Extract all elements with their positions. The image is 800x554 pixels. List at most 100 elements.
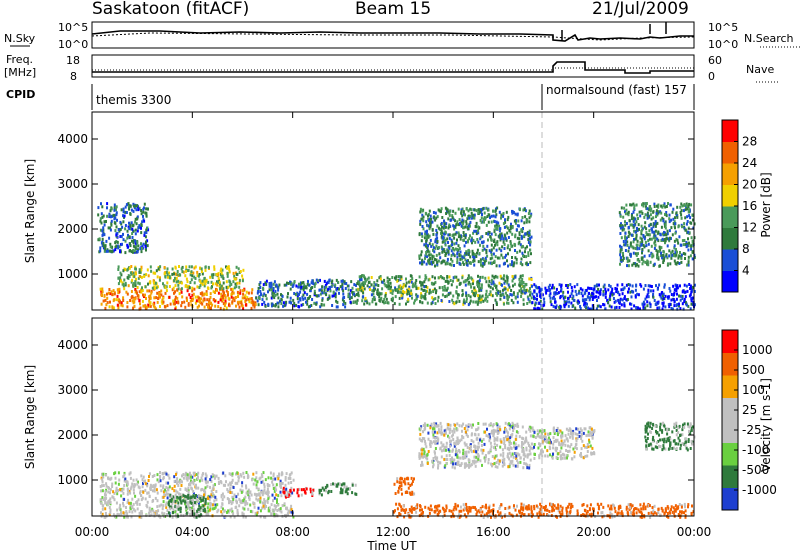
range-cell <box>424 230 427 234</box>
range-cell <box>357 291 360 295</box>
range-cell <box>515 228 518 232</box>
range-cell <box>172 299 175 303</box>
scatter-region <box>282 486 315 499</box>
range-cell <box>465 297 468 301</box>
range-cell <box>341 491 344 495</box>
range-cell <box>428 227 431 231</box>
range-cell <box>222 293 225 297</box>
range-cell <box>653 233 656 237</box>
range-cell <box>133 282 135 286</box>
range-cell <box>285 513 288 517</box>
range-cell <box>187 503 190 507</box>
range-cell <box>469 261 472 265</box>
range-cell <box>230 295 233 299</box>
range-cell <box>488 450 491 454</box>
range-cell <box>232 280 235 284</box>
range-cell <box>368 302 371 306</box>
range-cell <box>683 300 686 304</box>
range-cell <box>466 278 469 282</box>
range-cell <box>500 213 503 217</box>
range-cell <box>652 216 655 220</box>
range-cell <box>604 292 607 296</box>
noise-tick-left-top: 10^5 <box>58 21 88 34</box>
range-cell <box>679 298 682 302</box>
range-cell <box>172 511 174 514</box>
range-cell <box>378 276 381 280</box>
range-cell <box>675 297 678 301</box>
range-cell <box>272 289 275 292</box>
range-cell <box>214 304 217 308</box>
range-cell <box>410 280 413 284</box>
range-cell <box>650 285 653 288</box>
range-cell <box>521 274 524 278</box>
range-cell <box>681 302 684 306</box>
range-cell <box>519 261 522 265</box>
range-cell <box>320 289 323 293</box>
range-cell <box>292 515 295 519</box>
range-cell <box>620 288 623 292</box>
range-cell <box>643 254 646 258</box>
range-cell <box>513 282 516 286</box>
range-cell <box>163 272 166 276</box>
range-cell <box>428 219 431 223</box>
range-cell <box>375 283 378 287</box>
range-cell <box>117 291 120 295</box>
range-cell <box>204 497 207 501</box>
range-cell <box>502 460 505 463</box>
range-cell <box>179 497 182 501</box>
range-cell <box>149 488 152 491</box>
range-cell <box>204 509 207 513</box>
range-cell <box>444 238 447 242</box>
range-cell <box>302 303 305 306</box>
range-cell <box>452 224 455 228</box>
range-cell <box>306 292 309 296</box>
range-cell <box>244 515 247 519</box>
range-cell <box>463 238 465 242</box>
range-cell <box>456 296 459 300</box>
range-cell <box>220 292 223 296</box>
range-cell <box>201 291 204 295</box>
range-cell <box>681 239 684 243</box>
range-cell <box>246 476 249 480</box>
range-cell <box>674 251 677 255</box>
range-cell <box>360 282 363 286</box>
range-cell <box>114 481 117 485</box>
range-cell <box>588 286 591 290</box>
range-cell <box>624 236 627 240</box>
range-cell <box>481 451 484 455</box>
range-cell <box>474 300 477 304</box>
range-cell <box>430 441 433 445</box>
range-cell <box>308 296 310 300</box>
range-cell <box>664 294 667 298</box>
range-cell <box>431 262 434 266</box>
range-cell <box>528 277 531 281</box>
range-cell <box>227 291 229 294</box>
range-cell <box>688 202 691 206</box>
range-cell <box>522 442 525 446</box>
range-cell <box>112 213 115 217</box>
range-cell <box>653 205 656 208</box>
range-cell <box>159 471 161 474</box>
velocity-data-layer <box>99 421 696 519</box>
range-cell <box>448 223 451 227</box>
range-cell <box>554 291 557 295</box>
range-cell <box>222 290 225 294</box>
range-cell <box>103 223 106 227</box>
range-cell <box>508 443 511 446</box>
range-cell <box>619 232 622 235</box>
range-cell <box>190 501 193 505</box>
range-cell <box>257 506 260 510</box>
range-cell <box>261 302 264 306</box>
range-cell <box>288 493 291 497</box>
range-cell <box>255 494 258 497</box>
range-cell <box>429 426 432 430</box>
range-cell <box>467 293 470 297</box>
range-cell <box>149 301 152 305</box>
range-cell <box>408 280 411 284</box>
range-cell <box>263 482 266 486</box>
range-cell <box>117 489 120 492</box>
range-cell <box>673 224 676 228</box>
range-cell <box>259 476 262 480</box>
range-cell <box>206 506 209 510</box>
range-cell <box>191 298 194 302</box>
